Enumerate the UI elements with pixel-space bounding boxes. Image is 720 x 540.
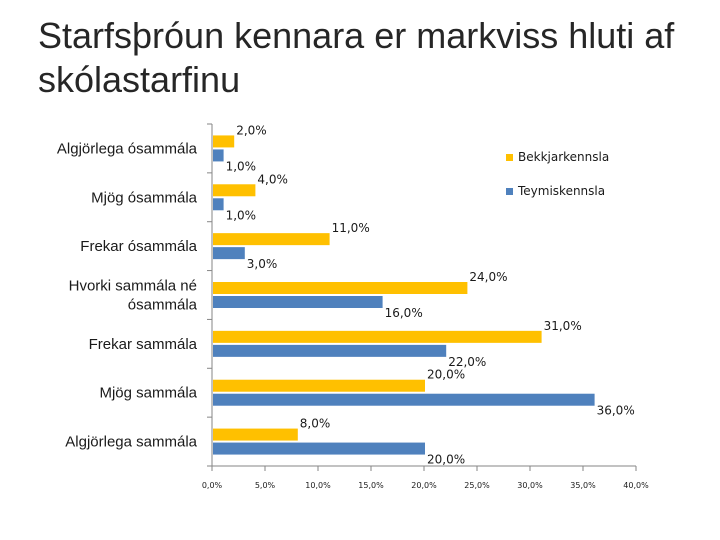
bar-teymiskennsla (213, 247, 245, 260)
bar-teymiskennsla (213, 296, 383, 308)
data-label: 31,0% (544, 319, 582, 333)
bar-bekkjarkennsla (213, 379, 425, 392)
data-label: 1,0% (226, 159, 257, 173)
x-tick-label: 20,0% (411, 481, 437, 490)
data-label: 11,0% (332, 221, 370, 235)
category-label: Frekar sammála (89, 336, 198, 353)
category-label: Mjög sammála (99, 385, 197, 402)
data-label: 16,0% (385, 306, 423, 320)
chart-title: Starfsþróun kennara er markviss hluti af… (38, 15, 675, 100)
data-label: 1,0% (226, 208, 257, 222)
data-label: 3,0% (247, 257, 277, 271)
bar-bekkjarkennsla (213, 135, 235, 148)
x-tick-label: 0,0% (202, 481, 223, 490)
x-tick-label: 25,0% (464, 481, 490, 490)
category-label: Algjörlega sammála (65, 434, 197, 451)
bar-bekkjarkennsla (213, 428, 298, 441)
category-label: Algjörlega ósammála (57, 140, 198, 157)
x-tick-label: 10,0% (305, 481, 331, 490)
x-tick-label: 5,0% (255, 481, 276, 490)
x-tick-label: 15,0% (358, 481, 384, 490)
bar-teymiskennsla (213, 442, 425, 455)
data-label: 2,0% (236, 123, 267, 137)
x-tick-label: 40,0% (623, 481, 649, 490)
data-label: 22,0% (448, 355, 486, 369)
x-tick-label: 30,0% (517, 481, 543, 490)
data-label: 36,0% (597, 404, 635, 418)
bar-bekkjarkennsla (213, 330, 542, 343)
data-label: 4,0% (257, 172, 288, 186)
bar-teymiskennsla (213, 198, 224, 211)
data-label: 8,0% (300, 417, 331, 431)
x-tick-label: 35,0% (570, 481, 596, 490)
legend-swatch (506, 154, 513, 161)
legend-entry: Teymiskennsla (517, 184, 605, 198)
bar-bekkjarkennsla (213, 233, 330, 246)
data-label: 24,0% (469, 270, 507, 284)
legend-entry: Bekkjarkennsla (518, 150, 609, 164)
bar-teymiskennsla (213, 344, 447, 357)
category-label: Frekar ósammála (80, 238, 197, 255)
bar-teymiskennsla (213, 149, 224, 162)
data-label: 20,0% (427, 368, 465, 382)
category-label: Hvorki sammála né ósammála (69, 278, 198, 314)
category-label: Mjög ósammála (91, 189, 198, 206)
bar-teymiskennsla (213, 393, 595, 406)
bar-bekkjarkennsla (213, 282, 468, 294)
legend-swatch (506, 188, 513, 195)
bar-bekkjarkennsla (213, 184, 256, 197)
data-label: 20,0% (427, 453, 465, 467)
